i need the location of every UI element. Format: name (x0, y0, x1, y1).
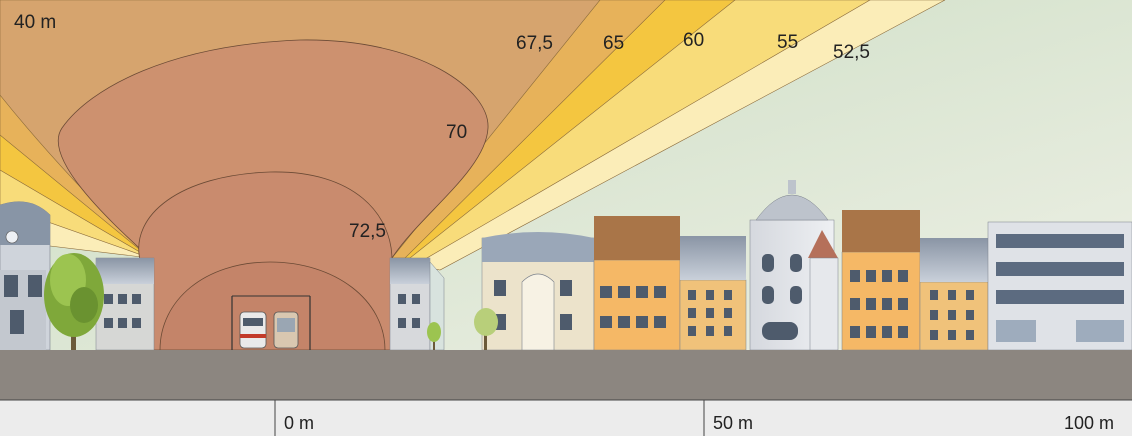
tram-car-front (239, 311, 267, 349)
scale-label-zero: 0 m (284, 413, 314, 433)
contour-label-55: 55 (777, 32, 798, 53)
shrub-right (427, 322, 441, 350)
contour-label-65: 65 (603, 33, 624, 54)
tram (231, 295, 311, 350)
contour-label-52-5: 52,5 (833, 42, 870, 63)
office-building (987, 221, 1132, 351)
scale-label-hundred: 100 m (1064, 413, 1114, 433)
right-buildings (389, 180, 1132, 351)
tree-left (44, 253, 104, 350)
orange-building-1 (593, 259, 681, 351)
contour-label-67-5: 67,5 (516, 33, 553, 54)
distance-scale-bar (0, 400, 1132, 436)
zone-75 (159, 261, 386, 351)
tree-right (474, 308, 498, 350)
left-buildings (0, 201, 155, 351)
domed-building (749, 180, 839, 351)
contour-label-70: 70 (446, 122, 467, 143)
scale-label-fifty: 50 m (713, 413, 753, 433)
contour-label-60: 60 (683, 30, 704, 51)
ground (0, 350, 1132, 400)
contour-label-72-5: 72,5 (349, 221, 386, 242)
height-label: 40 m (14, 12, 56, 33)
